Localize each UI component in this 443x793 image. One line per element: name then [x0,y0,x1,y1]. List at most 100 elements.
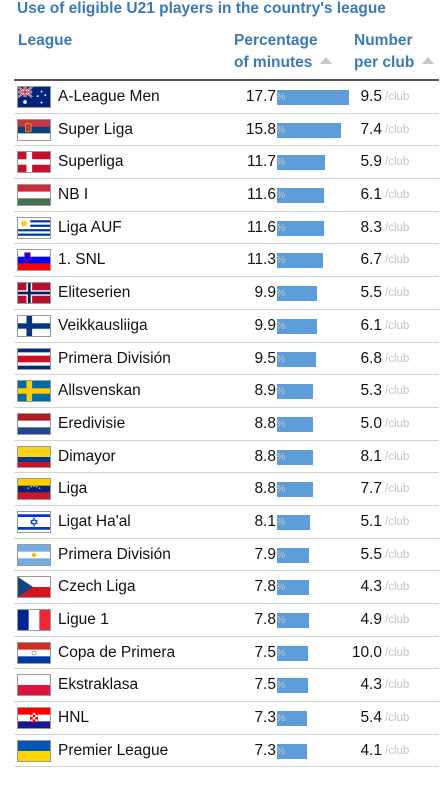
percent-unit: % [276,352,286,365]
percentage-bar [277,482,313,498]
table-row: Czech Liga 7.8% 4.3/club [14,571,439,604]
croatia-flag-icon [17,707,51,730]
league-name: Copa de Primera [58,643,176,661]
percentage-value: 11.3 [246,251,276,269]
per-club-value: 8.1 [360,447,382,465]
costa-rica-flag-icon [17,347,51,370]
percentage-bar [277,220,325,236]
table-row: Ligat Ha'al 8.1% 5.1/club [14,506,439,539]
percentage-bar [277,514,310,530]
denmark-flag-icon [17,151,51,174]
league-name: Primera División [58,545,171,563]
league-name: Super Liga [58,120,133,138]
paraguay-flag-icon [17,641,51,664]
finland-flag-icon [17,314,51,337]
percentage-value: 8.1 [254,512,276,530]
percent-unit: % [276,287,286,300]
league-name: Ligue 1 [58,611,109,628]
sort-up-icon[interactable] [422,57,435,65]
table-row: Allsvenskan 8.9% 5.3/club [14,375,439,408]
percentage-value: 8.8 [254,447,276,465]
table-row: HNL 7.3% 5.4/club [14,702,439,735]
percentage-bar [277,678,308,694]
table-row: Eliteserien 9.9% 5.5/club [14,277,439,310]
table-row: NB I 11.6% 6.1/club [14,179,439,212]
percent-unit: % [276,581,286,594]
league-column-header[interactable]: League [18,30,72,52]
per-club-unit: /club [385,548,410,561]
sort-up-icon[interactable] [320,57,333,65]
australia-flag-icon [17,86,51,108]
israel-flag-icon [17,510,51,533]
per-club-unit: /club [385,483,410,496]
percentage-value: 7.8 [254,611,276,628]
percent-unit: % [276,91,286,103]
table-row: Superliga 11.7% 5.9/club [14,146,439,180]
percentage-value: 7.9 [254,545,276,563]
per-club-value: 10.0 [351,643,382,661]
percentage-bar [277,155,325,171]
table-row: Liga AUF 11.6% 8.3/club [14,212,439,245]
table-row: Ekstraklasa 7.5% 4.3/club [14,669,439,703]
per-club-unit: /club [385,254,410,267]
percentage-header-line1: Percentage [234,32,318,49]
percentage-value: 7.8 [254,578,276,596]
number-column-header[interactable]: Number per club [354,30,435,74]
per-club-unit: /club [385,189,410,202]
league-name: Allsvenskan [58,382,141,400]
table-row: 1. SNL 11.3% 6.7/club [14,244,439,278]
percentage-value: 15.8 [245,120,276,138]
uruguay-flag-icon [17,216,51,239]
per-club-value: 4.1 [360,741,382,759]
percent-unit: % [276,548,286,561]
number-header-line1: Number [354,32,413,49]
percentage-header-line2: of minutes [234,54,313,71]
table-row: A-League Men 17.7% 9.5/club [14,81,439,114]
percent-unit: % [276,614,286,626]
percentage-value: 11.7 [246,153,276,171]
per-club-unit: /club [385,581,410,594]
per-club-value: 5.1 [360,512,382,530]
percent-unit: % [276,221,286,234]
percentage-bar [277,580,309,596]
league-name: Eredivisie [58,414,126,432]
percent-unit: % [276,744,286,757]
per-club-unit: /club [385,123,410,136]
per-club-value: 5.5 [360,284,382,302]
colombia-flag-icon [17,445,51,468]
sweden-flag-icon [17,380,51,403]
per-club-value: 4.3 [360,676,382,694]
per-club-value: 5.0 [360,414,382,432]
france-flag-icon [17,609,51,631]
table-row: Liga 8.8% 7.7/club [14,473,439,506]
percentage-bar [277,645,308,661]
league-name: Superliga [58,153,124,171]
percentage-column-header[interactable]: Percentage of minutes [234,30,333,74]
per-club-value: 6.8 [360,349,382,367]
percentage-value: 9.9 [254,316,276,334]
percentage-bar [277,286,318,302]
per-club-unit: /club [385,287,410,300]
league-name: Veikkausliiga [58,316,148,334]
per-club-value: 6.1 [360,186,382,204]
percent-unit: % [276,254,286,267]
per-club-unit: /club [385,352,410,365]
percentage-value: 8.9 [254,382,276,400]
percentage-bar [277,384,314,400]
percent-unit: % [276,189,286,202]
percent-unit: % [276,679,286,692]
league-name: Ligat Ha'al [58,512,131,530]
percentage-value: 8.8 [254,414,276,432]
percent-unit: % [276,483,286,496]
table-row: Copa de Primera 7.5% 10.0/club [14,637,439,670]
table-row: Primera División 9.5% 6.8/club [14,343,439,376]
percentage-bar [277,351,316,367]
percentage-bar [277,318,318,334]
league-name: A-League Men [58,88,160,105]
percentage-bar [277,743,307,759]
percentage-bar [277,547,310,563]
table-row: Eredivisie 8.8% 5.0/club [14,408,439,441]
per-club-unit: /club [385,385,410,398]
table-row: Premier League 7.3% 4.1/club [14,735,439,768]
per-club-unit: /club [385,679,410,692]
